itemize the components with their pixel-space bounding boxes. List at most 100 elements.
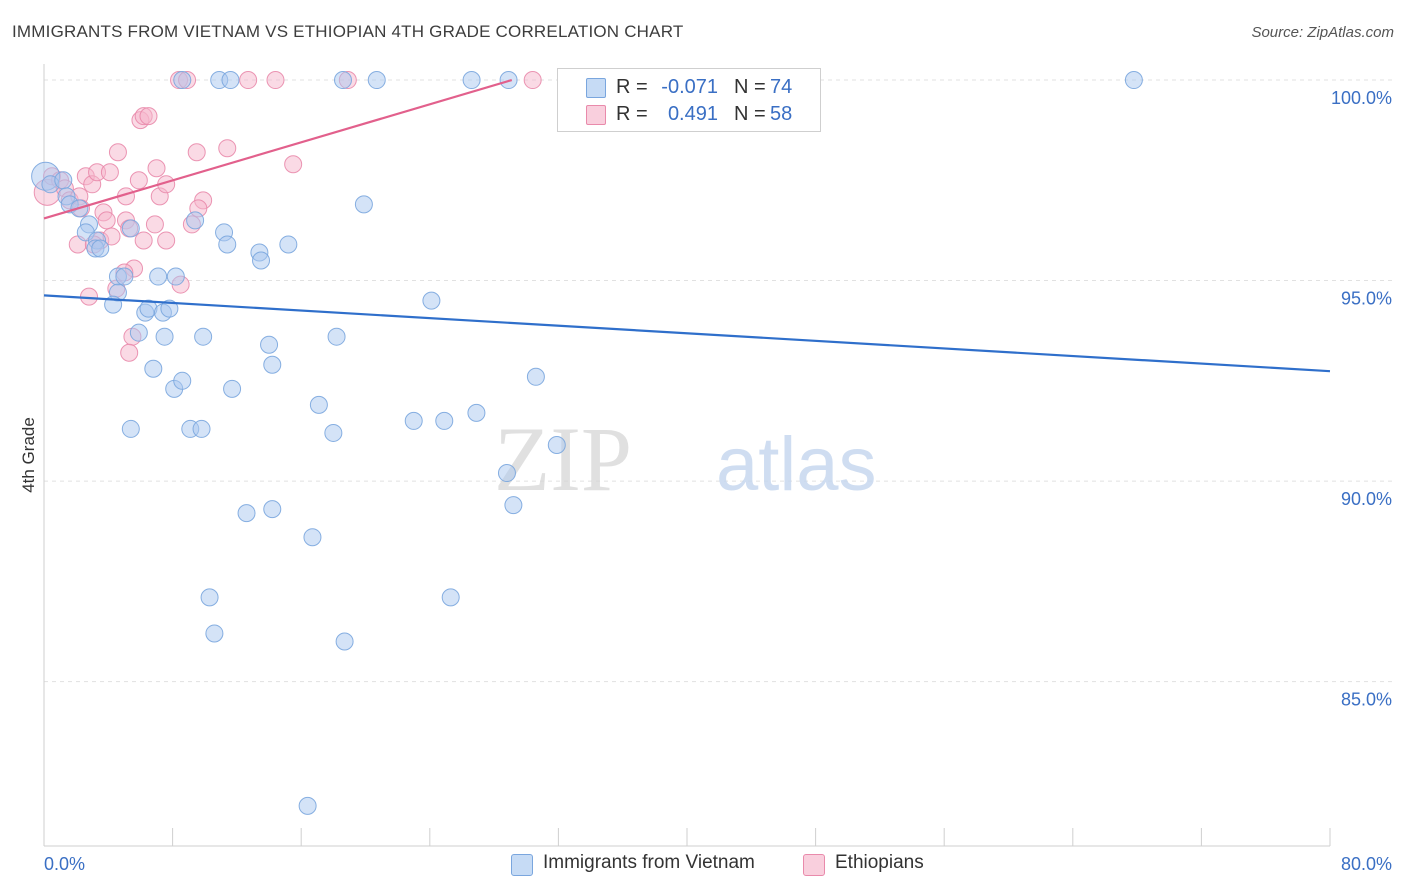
vietnam-point <box>144 359 163 378</box>
y-tick-label: 95.0% <box>1341 289 1392 309</box>
vietnam-point <box>367 71 386 90</box>
vietnam-point <box>324 423 343 442</box>
legend-n-value: 58 <box>770 103 793 125</box>
vietnam-point <box>441 588 460 607</box>
vietnam-point <box>223 379 242 398</box>
vietnam-point <box>279 235 298 254</box>
legend-swatch-ethiopians <box>586 105 606 125</box>
ethiopians-point <box>187 143 206 162</box>
vietnam-point <box>260 335 279 354</box>
ethiopians-trend-line <box>43 78 513 220</box>
vietnam-point <box>263 355 282 374</box>
vietnam-point <box>526 367 545 386</box>
vietnam-point <box>221 71 240 90</box>
gridlines <box>44 79 1392 683</box>
ethiopians-point <box>239 71 258 90</box>
vietnam-point <box>192 419 211 438</box>
vietnam-point <box>54 171 73 190</box>
y-axis-label: 4th Grade <box>19 417 38 493</box>
legend-row-ethiopians: R = 0.491 N = 58 <box>558 101 820 129</box>
ethiopians-point <box>134 231 153 250</box>
vietnam-point <box>354 195 373 214</box>
bottom-legend-label-ethiopians: Ethiopians <box>835 852 924 873</box>
legend-r-label: R = <box>616 76 648 98</box>
ethiopians-point <box>218 139 237 158</box>
vietnam-point <box>404 411 423 430</box>
vietnam-point <box>205 624 224 643</box>
ethiopians-point <box>147 159 166 178</box>
legend-n-value: 74 <box>770 76 793 98</box>
bottom-legend-swatch-vietnam <box>511 854 533 876</box>
ethiopians-point <box>157 231 176 250</box>
x-tick-label: 80.0% <box>1341 854 1392 874</box>
vietnam-point <box>166 267 185 286</box>
x-tick-labels: 0.0% 80.0% <box>44 854 1392 874</box>
vietnam-point <box>335 632 354 651</box>
chart-title: IMMIGRANTS FROM VIETNAM VS ETHIOPIAN 4TH… <box>12 22 684 41</box>
ethiopians-point <box>129 171 148 190</box>
vietnam-point <box>309 395 328 414</box>
vietnam-point <box>435 411 454 430</box>
vietnam-point <box>333 71 352 90</box>
y-tick-label: 85.0% <box>1341 690 1392 710</box>
vietnam-trend-line <box>43 294 1331 373</box>
vietnam-point <box>91 239 110 258</box>
stats-legend: R = -0.071 N = 74 R = 0.491 N = 58 <box>557 68 821 132</box>
ethiopians-point <box>100 163 119 182</box>
vietnam-point <box>327 327 346 346</box>
vietnam-point <box>173 71 192 90</box>
ethiopians-point <box>145 215 164 234</box>
vietnam-point <box>263 500 282 519</box>
vietnam-point <box>237 504 256 523</box>
vietnam-point <box>252 251 271 270</box>
vietnam-point <box>303 528 322 547</box>
watermark-atlas: atlas <box>716 422 877 507</box>
vietnam-point <box>186 211 205 230</box>
vietnam-point <box>200 588 219 607</box>
vietnam-point <box>462 71 481 90</box>
legend-n-label: N = <box>734 103 766 125</box>
ethiopians-point <box>523 71 542 90</box>
legend-swatch-vietnam <box>586 78 606 98</box>
ethiopians-point <box>108 143 127 162</box>
vietnam-point <box>194 327 213 346</box>
vietnam-point <box>121 219 140 238</box>
ethiopians-point <box>97 211 116 230</box>
trend-lines <box>43 78 1331 373</box>
vietnam-point <box>497 464 516 483</box>
vietnam-point <box>129 323 148 342</box>
y-tick-label: 100.0% <box>1331 88 1392 108</box>
vietnam-point <box>173 371 192 390</box>
vietnam-point <box>115 267 134 286</box>
legend-r-value: -0.071 <box>661 76 718 98</box>
ethiopians-point <box>120 343 139 362</box>
vietnam-point <box>467 403 486 422</box>
legend-r-label: R = <box>616 103 648 125</box>
ethiopians-point <box>139 107 158 126</box>
legend-n-label: N = <box>734 76 766 98</box>
y-tick-label: 90.0% <box>1341 489 1392 509</box>
y-tick-labels: 100.0% 95.0% 90.0% 85.0% <box>1331 88 1392 710</box>
source-credit: Source: ZipAtlas.com <box>1251 24 1394 41</box>
axes <box>43 64 1331 847</box>
vietnam-point <box>504 496 523 515</box>
series-vietnam-points <box>31 71 1143 815</box>
vietnam-point <box>422 291 441 310</box>
vietnam-point <box>547 435 566 454</box>
ethiopians-point <box>284 155 303 174</box>
vietnam-point <box>149 267 168 286</box>
vietnam-point <box>218 235 237 254</box>
vietnam-point <box>155 327 174 346</box>
vietnam-point <box>1124 71 1143 90</box>
bottom-legend-swatch-ethiopians <box>803 854 825 876</box>
vietnam-point <box>298 796 317 815</box>
watermark-zip: ZIP <box>494 408 632 510</box>
x-tick-label: 0.0% <box>44 854 85 874</box>
vietnam-point <box>121 419 140 438</box>
legend-r-value: 0.491 <box>667 103 718 125</box>
series-ethiopians-points <box>33 71 584 362</box>
bottom-legend-label-vietnam: Immigrants from Vietnam <box>543 852 755 873</box>
vietnam-point <box>160 299 179 318</box>
legend-row-vietnam: R = -0.071 N = 74 <box>558 74 820 102</box>
